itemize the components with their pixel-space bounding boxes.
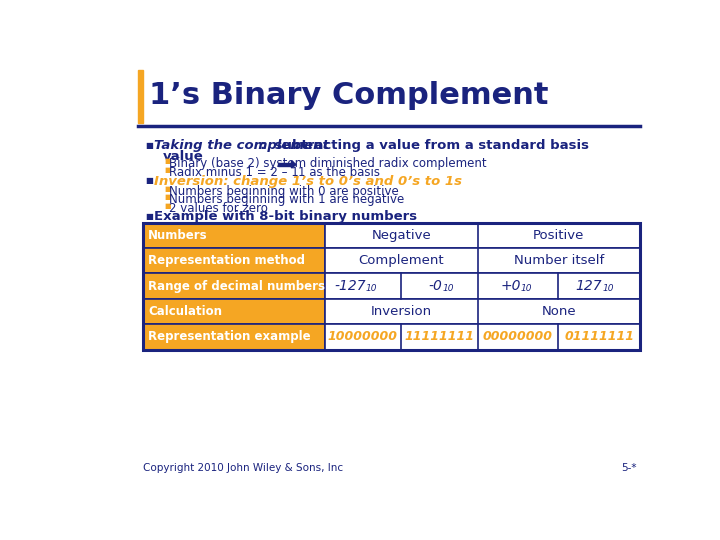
Text: Radix minus 1 = 2 – 1: Radix minus 1 = 2 – 1 [169, 166, 299, 179]
Text: Negative: Negative [372, 229, 431, 242]
Text: 1’s Binary Complement: 1’s Binary Complement [149, 81, 549, 110]
Text: ■: ■ [145, 212, 153, 221]
Text: 127: 127 [576, 279, 602, 293]
Bar [325, 299, 640, 325]
Text: Representation example: Representation example [148, 330, 311, 343]
Text: 10: 10 [521, 285, 532, 293]
Text: Inversion: Inversion [371, 305, 432, 318]
Text: 01111111: 01111111 [564, 330, 634, 343]
Text: None: None [541, 305, 576, 318]
Text: 2 values for zero: 2 values for zero [169, 202, 268, 215]
Text: 10: 10 [602, 285, 613, 293]
Text: ■: ■ [145, 177, 153, 185]
Text: Complement: Complement [359, 254, 444, 267]
Text: 00000000: 00000000 [483, 330, 553, 343]
Bar [325, 248, 640, 273]
Text: Numbers: Numbers [148, 229, 208, 242]
Text: 10000000: 10000000 [328, 330, 397, 343]
Text: ■: ■ [164, 186, 171, 192]
Text: value: value [163, 150, 204, 163]
Text: 11111111: 11111111 [404, 330, 474, 343]
Text: 5-*: 5-* [621, 463, 637, 473]
Text: 1 as the basis: 1 as the basis [297, 166, 379, 179]
Text: -0: -0 [428, 279, 442, 293]
Text: Range of decimal numbers: Range of decimal numbers [148, 280, 325, 293]
Text: ■: ■ [164, 194, 171, 200]
Text: ■: ■ [164, 167, 171, 173]
Text: 10: 10 [366, 285, 377, 293]
Text: ■: ■ [164, 158, 171, 164]
Bar [277, 163, 292, 166]
Text: :  subtracting a value from a standard basis: : subtracting a value from a standard ba… [261, 139, 590, 152]
Bar [325, 222, 640, 248]
Text: 10: 10 [442, 285, 454, 293]
Text: Inversion: change 1’s to 0’s and 0’s to 1s: Inversion: change 1’s to 0’s and 0’s to … [153, 175, 462, 188]
Text: Numbers beginning with 1 are negative: Numbers beginning with 1 are negative [169, 193, 405, 206]
Bar [143, 273, 325, 299]
Text: Numbers beginning with 0 are positive: Numbers beginning with 0 are positive [169, 185, 399, 198]
Bar [325, 273, 640, 299]
Text: Number itself: Number itself [514, 254, 604, 267]
Text: Example with 8-bit binary numbers: Example with 8-bit binary numbers [153, 211, 417, 224]
Bar [143, 299, 325, 325]
Bar [143, 248, 325, 273]
Bar [143, 325, 325, 350]
Text: Positive: Positive [534, 229, 585, 242]
Text: ■: ■ [145, 141, 153, 150]
Bar [138, 70, 143, 123]
Bar [143, 222, 325, 248]
Bar [143, 222, 640, 350]
Text: ■: ■ [164, 202, 171, 208]
Text: Copyright 2010 John Wiley & Sons, Inc: Copyright 2010 John Wiley & Sons, Inc [143, 463, 343, 473]
Text: Binary (base 2) system diminished radix complement: Binary (base 2) system diminished radix … [169, 157, 487, 170]
Bar [325, 325, 640, 350]
Text: Calculation: Calculation [148, 305, 222, 318]
Polygon shape [292, 161, 296, 168]
Text: +0: +0 [500, 279, 521, 293]
Text: -127: -127 [334, 279, 366, 293]
Text: Representation method: Representation method [148, 254, 305, 267]
Text: Taking the complement: Taking the complement [153, 139, 328, 152]
